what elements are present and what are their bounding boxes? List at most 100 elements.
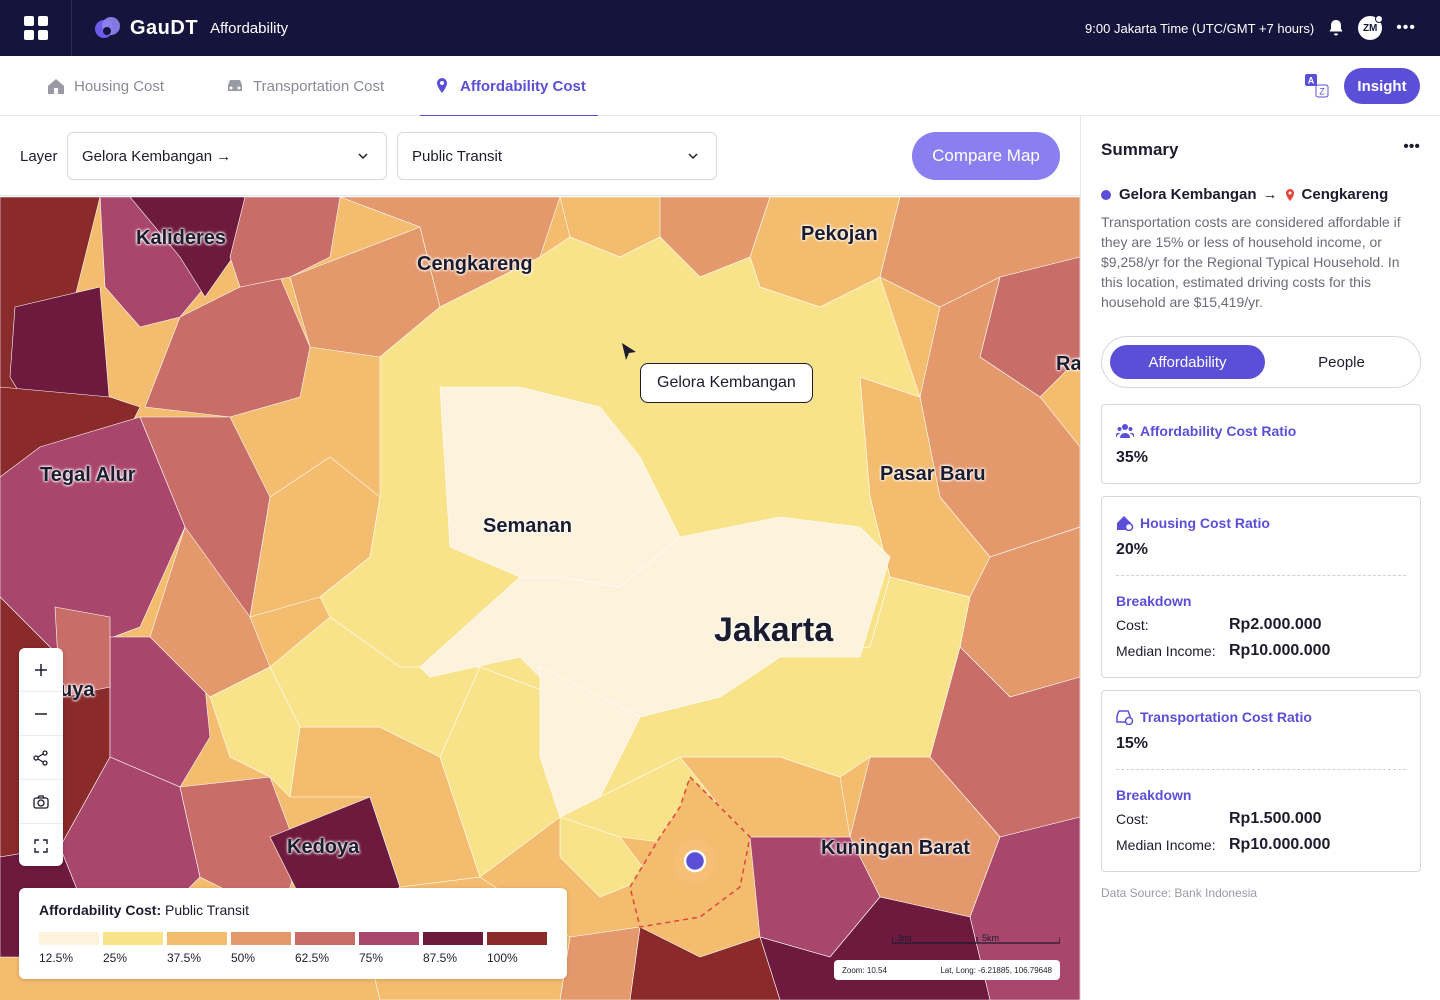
- choropleth-map[interactable]: Kalideres Cengkareng Pekojan Tegal Alur …: [0, 197, 1080, 1000]
- tab-transportation-cost[interactable]: Transportation Cost: [225, 56, 384, 116]
- avatar-initials: ZM: [1362, 22, 1378, 34]
- cost-value: Rp1.500.000: [1229, 810, 1322, 827]
- scale-mi-label: 3mi: [897, 933, 912, 943]
- legend-swatch: [295, 932, 355, 945]
- arrow-right-icon: →: [1262, 186, 1278, 203]
- transportation-ratio-card: Transportation Cost Ratio 15% Breakdown …: [1101, 690, 1421, 872]
- legend-tick-label: 62.5%: [295, 951, 330, 965]
- map-label-uya: uya: [60, 679, 95, 701]
- tab-housing-cost[interactable]: Housing Cost: [46, 56, 164, 116]
- map-label-kedoya: Kedoya: [287, 836, 360, 858]
- legend-tick-label: 50%: [231, 951, 256, 965]
- median-income-value: Rp10.000.000: [1229, 642, 1331, 659]
- zoom-out-button[interactable]: [19, 692, 63, 736]
- legend-tick-label: 12.5%: [39, 951, 74, 965]
- housing-ratio-card: Housing Cost Ratio 20% Breakdown Cost: R…: [1101, 496, 1421, 678]
- route-summary: Gelora Kembangan → Cengkareng: [1101, 186, 1388, 203]
- mode-select-value: Public Transit: [412, 147, 503, 165]
- view-segmented-control: Affordability People: [1101, 336, 1421, 388]
- brand: GauDT Affordability: [92, 15, 288, 41]
- card-title: Housing Cost Ratio: [1140, 515, 1270, 531]
- car-icon: [228, 80, 242, 91]
- apps-menu-button[interactable]: [0, 0, 72, 56]
- map-label-kuningan-barat: Kuningan Barat: [821, 837, 970, 859]
- legend-title-label: Affordability Cost:: [39, 902, 162, 918]
- svg-text:Z: Z: [1319, 87, 1325, 97]
- map-label-pasar-baru: Pasar Baru: [880, 463, 986, 485]
- tab-affordability-cost[interactable]: Affordability Cost: [420, 56, 598, 117]
- translate-icon[interactable]: A Z: [1304, 73, 1330, 99]
- card-value: 20%: [1116, 541, 1149, 558]
- breakdown-title: Breakdown: [1116, 593, 1192, 609]
- cost-label: Cost:: [1116, 811, 1149, 827]
- segment-affordability[interactable]: Affordability: [1110, 345, 1265, 379]
- tab-label: Transportation Cost: [253, 77, 385, 95]
- layer-bar: Layer Gelora Kembangan → Public Transit …: [0, 116, 1080, 196]
- minus-icon: [35, 712, 47, 715]
- location-select-value: Gelora Kembangan →: [82, 147, 232, 165]
- fullscreen-button[interactable]: [19, 824, 63, 868]
- legend-tick-label: 75%: [359, 951, 384, 965]
- top-bar: GauDT Affordability 9:00 Jakarta Time (U…: [0, 0, 1440, 56]
- tooltip-text: Gelora Kembangan: [657, 374, 796, 391]
- tabs-bar: Housing Cost Transportation Cost Afforda…: [0, 56, 1440, 117]
- legend-tick-label: 37.5%: [167, 951, 202, 965]
- map-pin-icon: [437, 78, 447, 93]
- legend-swatch: [103, 932, 163, 945]
- summary-description: Transportation costs are considered affo…: [1101, 214, 1401, 310]
- map-label-kalideres: Kalideres: [136, 227, 227, 249]
- map-legend: Affordability Cost: Public Transit 12.5%…: [19, 888, 567, 979]
- legend-swatch: [359, 932, 419, 945]
- map-controls: [19, 648, 63, 866]
- chevron-down-icon: [688, 153, 698, 160]
- origin-dot-icon: [1101, 189, 1111, 200]
- cost-value: Rp2.000.000: [1229, 616, 1322, 633]
- people-group-icon: [1116, 424, 1134, 438]
- zoom-readout: Zoom: 10.54: [842, 965, 887, 975]
- median-income-label: Median Income:: [1116, 837, 1216, 853]
- summary-title: Summary: [1101, 140, 1179, 159]
- map-label-pekojan: Pekojan: [801, 223, 878, 245]
- time-text: 9:00 Jakarta Time (UTC/GMT +7 hours): [1085, 20, 1315, 36]
- layer-label: Layer: [20, 148, 58, 165]
- map-label-jakarta: Jakarta: [714, 611, 834, 649]
- plus-icon: [35, 663, 47, 676]
- camera-icon: [33, 794, 49, 809]
- zoom-in-button[interactable]: [19, 648, 63, 692]
- avatar[interactable]: ZM: [1358, 15, 1384, 40]
- affordability-ratio-card: Affordability Cost Ratio 35%: [1101, 404, 1421, 484]
- tab-label: Housing Cost: [74, 77, 165, 95]
- share-button[interactable]: [19, 736, 63, 780]
- more-menu-icon[interactable]: •••: [1396, 19, 1416, 36]
- legend-swatch: [167, 932, 227, 945]
- location-pin-icon: [1285, 188, 1294, 201]
- median-income-value: Rp10.000.000: [1229, 836, 1331, 853]
- map-label-ra: Ra: [1056, 353, 1080, 375]
- insight-button[interactable]: Insight: [1344, 68, 1420, 104]
- compare-map-button[interactable]: Compare Map: [912, 132, 1060, 180]
- transport-mode-select[interactable]: Public Transit: [397, 132, 717, 180]
- grid-icon: [23, 16, 48, 40]
- location-select[interactable]: Gelora Kembangan →: [67, 132, 387, 180]
- legend-swatch: [487, 932, 547, 945]
- route-origin: Gelora Kembangan: [1119, 186, 1257, 203]
- legend-tick-label: 87.5%: [423, 951, 458, 965]
- divider: [1116, 769, 1406, 770]
- legend-mode: Public Transit: [165, 902, 250, 918]
- legend-swatch: [423, 932, 483, 945]
- cost-label: Cost:: [1116, 617, 1149, 633]
- panel-more-icon[interactable]: •••: [1403, 138, 1420, 155]
- legend-tick-label: 25%: [103, 951, 128, 965]
- chevron-down-icon: [358, 153, 368, 160]
- house-gear-icon: [1117, 516, 1134, 531]
- bell-icon[interactable]: [1328, 19, 1344, 37]
- median-income-label: Median Income:: [1116, 643, 1216, 659]
- data-source: Data Source: Bank Indonesia: [1101, 886, 1258, 900]
- screenshot-button[interactable]: [19, 780, 63, 824]
- segment-people[interactable]: People: [1318, 353, 1365, 371]
- legend-swatch: [231, 932, 291, 945]
- map-label-semanan: Semanan: [483, 515, 572, 537]
- breakdown-title: Breakdown: [1116, 787, 1192, 803]
- legend-tick-label: 100%: [487, 951, 518, 965]
- scale-km-label: 5km: [982, 933, 999, 943]
